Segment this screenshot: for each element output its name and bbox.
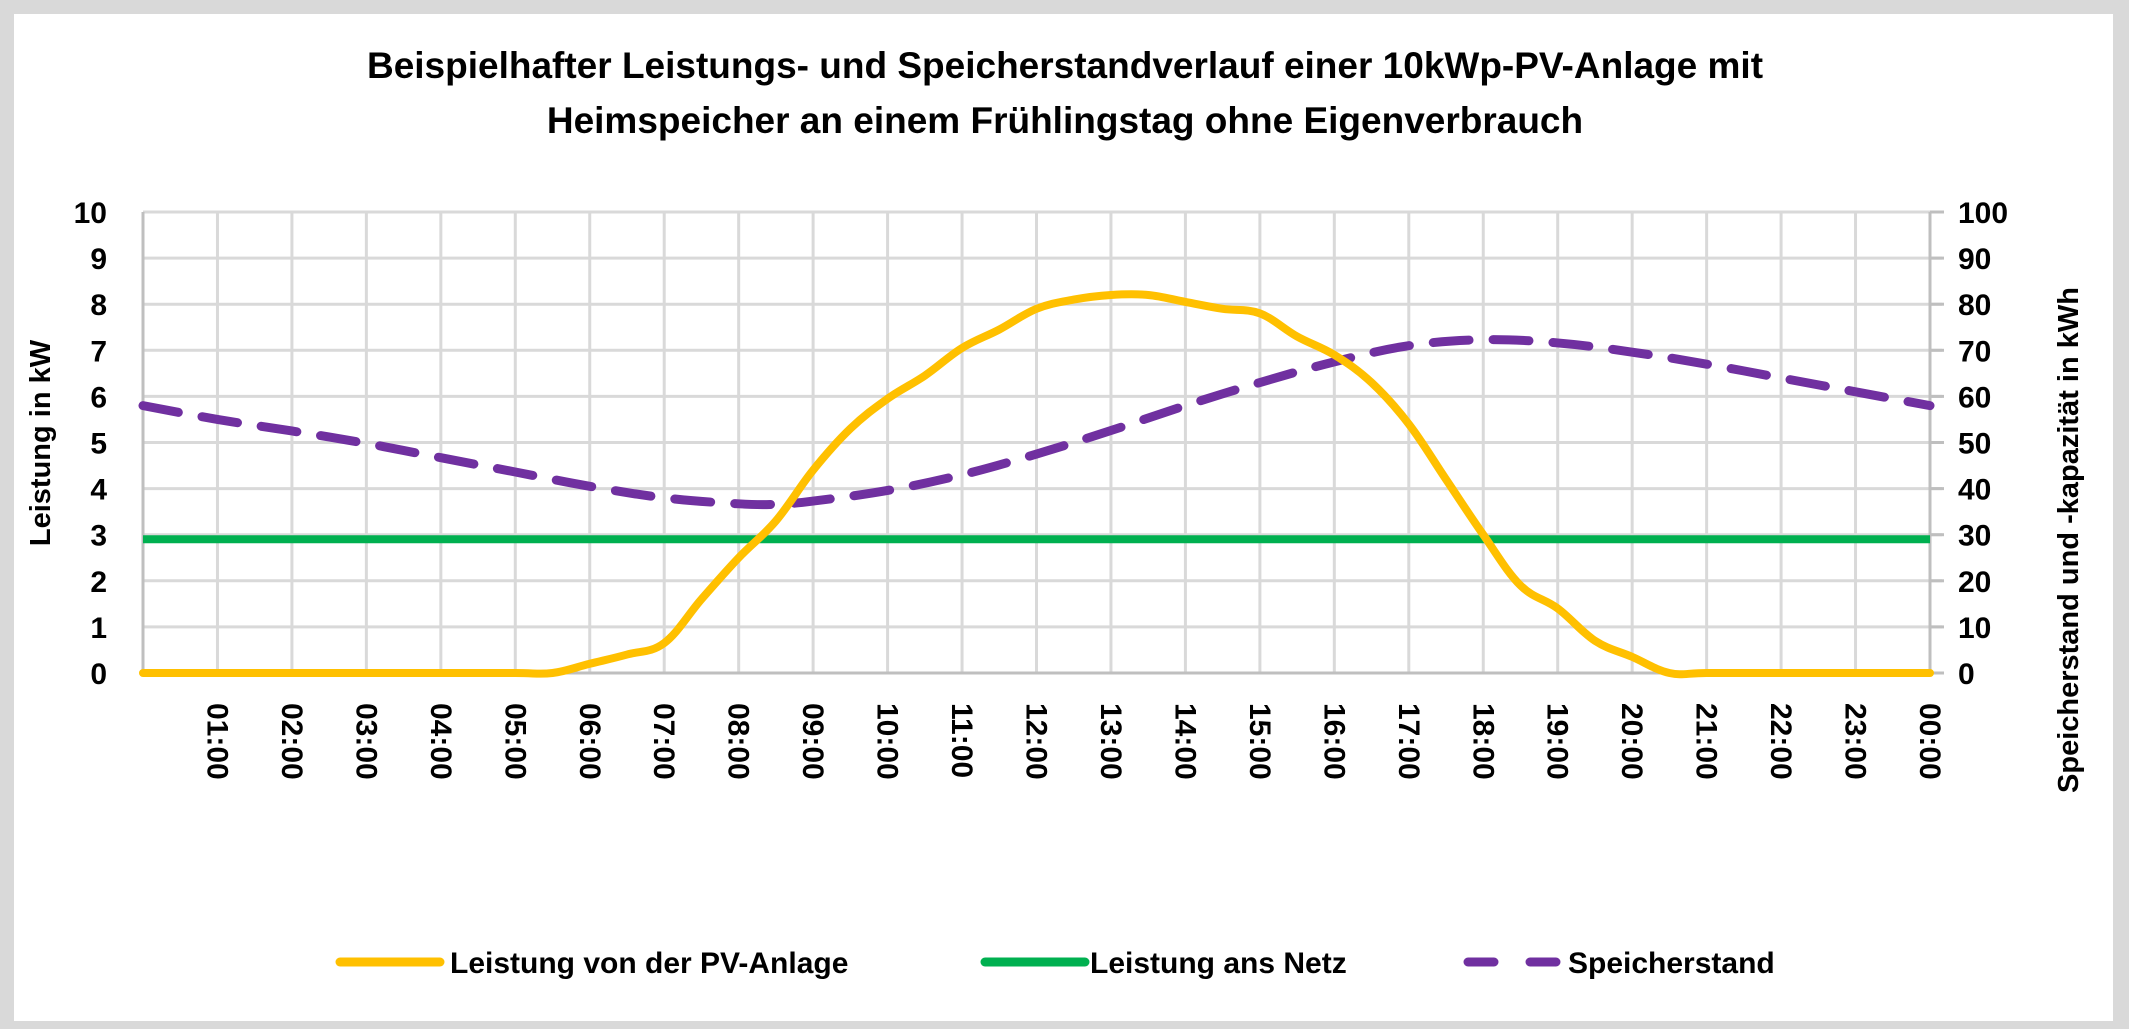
- chart-title-line-2: Heimspeicher an einem Frühlingstag ohne …: [547, 100, 1583, 141]
- y2-tick-label: 40: [1958, 474, 1991, 507]
- y2-tick-label: 20: [1958, 566, 1991, 599]
- series: [138, 290, 1935, 679]
- x-tick-label: 02:00: [275, 703, 308, 780]
- series-line-speicherstand: [138, 335, 1935, 510]
- x-tick-label: 22:00: [1764, 703, 1797, 780]
- y-tick-label: 5: [90, 428, 107, 461]
- y2-tick-label: 0: [1958, 658, 1975, 691]
- x-tick-label: 00:00: [1913, 703, 1946, 780]
- legend: Leistung von der PV-Anlage Leistung ans N…: [335, 947, 1775, 980]
- chart-title-line-1: Beispielhafter Leistungs- und Speicherst…: [367, 45, 1763, 86]
- y-tick-label: 4: [90, 474, 107, 507]
- y-axis-left-label: Leistung in kW: [25, 339, 57, 546]
- x-tick-label: 10:00: [871, 703, 904, 780]
- y2-tick-label: 90: [1958, 243, 1991, 276]
- x-tick-label: 06:00: [573, 703, 606, 780]
- x-tick-label: 19:00: [1541, 703, 1574, 780]
- x-tick-label: 07:00: [647, 703, 680, 780]
- y2-tick-label: 10: [1958, 612, 1991, 645]
- x-tick-label: 18:00: [1466, 703, 1499, 780]
- x-tick-label: 20:00: [1615, 703, 1648, 780]
- y-tick-label: 3: [90, 520, 107, 553]
- y2-tick-label: 80: [1958, 289, 1991, 322]
- x-tick-label: 16:00: [1317, 703, 1350, 780]
- y2-tick-label: 60: [1958, 381, 1991, 414]
- y2-tick-label: 100: [1958, 197, 2008, 230]
- x-tick-label: 11:00: [945, 703, 978, 778]
- y-tick-label: 1: [90, 612, 107, 645]
- series-line-leistung-von-der-pv-anlage: [139, 290, 1934, 679]
- x-tick-label: 14:00: [1168, 703, 1201, 780]
- y2-tick-label: 30: [1958, 520, 1991, 553]
- x-tick-label: 05:00: [498, 703, 531, 780]
- y-tick-label: 7: [90, 335, 107, 368]
- x-tick-label: 09:00: [796, 703, 829, 780]
- x-tick-label: 23:00: [1839, 703, 1872, 780]
- y-axis-right-ticks: 0 10 20 30 40 50 60 70 80 90 100: [1958, 197, 2008, 691]
- y-tick-label: 2: [90, 566, 107, 599]
- y-tick-label: 0: [90, 658, 107, 691]
- x-tick-label: 04:00: [424, 703, 457, 780]
- grid: [141, 210, 1944, 675]
- legend-label-leistung-ans-netz: Leistung ans Netz: [1090, 947, 1347, 980]
- legend-label-speicherstand: Speicherstand: [1568, 947, 1775, 980]
- x-tick-label: 13:00: [1094, 703, 1127, 780]
- y-tick-label: 9: [90, 243, 107, 276]
- x-axis-ticks: 01:00 02:00 03:00 04:00 05:00 06:00 07:00 08:00…: [200, 703, 1946, 780]
- y2-tick-label: 50: [1958, 428, 1991, 461]
- x-tick-label: 21:00: [1690, 703, 1723, 780]
- x-tick-label: 08:00: [722, 703, 755, 780]
- x-tick-label: 01:00: [200, 703, 233, 780]
- y-axis-left-ticks: 0 1 2 3 4 5 6 7 8 9 10: [74, 197, 108, 691]
- legend-label-leistung-von-der-pv-anlage: Leistung von der PV-Anlage: [450, 947, 848, 980]
- y-tick-label: 6: [90, 381, 107, 414]
- x-tick-label: 17:00: [1392, 703, 1425, 780]
- y2-tick-label: 70: [1958, 335, 1991, 368]
- x-tick-label: 15:00: [1243, 703, 1276, 780]
- y-axis-right-label: Speicherstand und -kapazität in kWh: [2053, 287, 2085, 793]
- y-tick-label: 10: [74, 197, 107, 230]
- x-tick-label: 12:00: [1020, 703, 1053, 780]
- x-tick-label: 03:00: [349, 703, 382, 780]
- y-tick-label: 8: [90, 289, 107, 322]
